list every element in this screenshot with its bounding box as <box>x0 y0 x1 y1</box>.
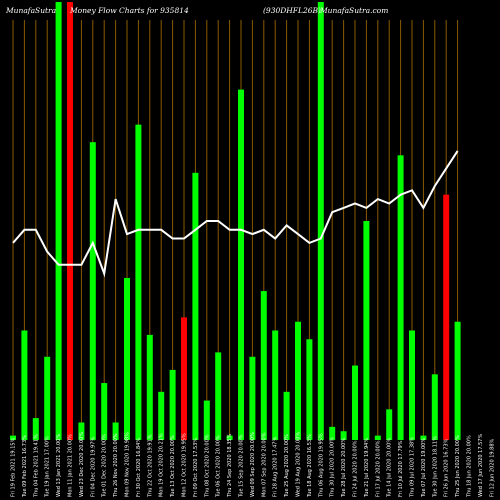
bars <box>10 2 461 441</box>
x-tick-label: Tue 19 Jan 2021 17.00% <box>45 436 51 498</box>
bar-1 <box>10 435 16 440</box>
x-tick-label: Thu 09 Jul 2020 17.38% <box>410 437 416 498</box>
bar-27 <box>306 339 313 440</box>
bar-14 <box>158 391 165 440</box>
x-tick-label: Wed 23 Dec 2020 20.00% <box>79 432 85 497</box>
bar-24 <box>272 330 279 440</box>
x-tick-label: Fri 24 Jul 2020 20.00% <box>353 440 359 497</box>
x-tick-label: Tue 09 Feb 2021 16.73% <box>22 435 28 498</box>
symbol-label: (930DHFL26B) <box>263 6 321 15</box>
bar-10 <box>112 422 119 440</box>
bar-31 <box>352 365 358 440</box>
bar-20 <box>226 435 233 440</box>
x-tick-label: Thu 04 Feb 2021 19.41% <box>33 434 39 498</box>
bar-28 <box>317 2 324 440</box>
x-tick-label: Tue 30 Jun 2020 18.11% <box>432 436 438 498</box>
bar-2 <box>21 330 28 440</box>
x-tick-label: Tue 14 Jul 2020 20.00% <box>387 438 393 498</box>
bar-39 <box>443 194 450 440</box>
x-tick-label: Tue 21 Jul 2020 19.94% <box>364 438 370 498</box>
bar-8 <box>89 142 96 440</box>
chart-title: Money Flow Charts for 935814 <box>69 6 189 15</box>
bar-11 <box>124 277 130 440</box>
bar-19 <box>215 352 222 440</box>
bar-36 <box>409 330 415 440</box>
x-tick-label: Tue 01 Dec 2020 20.00% <box>102 434 108 498</box>
x-tick-label: Tue 18 Aug 2020 16.53% <box>307 434 313 498</box>
x-tick-label: Fri 10 Jul 2020 17.79% <box>398 440 404 497</box>
money-flow-line <box>12 150 459 278</box>
x-tick-label: Thu 30 Jul 2020 20.00% <box>330 437 336 498</box>
x-tick-label: Thu 24 Sep 2020 18.35% <box>227 433 233 498</box>
x-tick-label: Thu 26 Nov 2020 20.00% <box>113 433 119 498</box>
x-tick-label: Thu 22 Oct 2020 19.91% <box>147 434 153 498</box>
x-tick-label: Fri 19 Feb 2021 19.15% <box>11 437 17 497</box>
x-tick-label: Mon 19 Oct 2020 20.21% <box>159 433 165 497</box>
bar-25 <box>283 391 290 440</box>
bar-5 <box>55 2 62 440</box>
bar-23 <box>260 291 267 440</box>
x-tick-label: Mon 12 Oct 2020 19.95% <box>182 433 188 497</box>
bar-26 <box>295 321 301 440</box>
bar-40 <box>454 321 461 440</box>
x-tick-label: Wed 19 Aug 2020 20.00% <box>296 432 302 497</box>
x-tick-label: Fri 09 Oct 2020 17.53% <box>193 438 199 497</box>
x-tick-label: Fri 30 Oct 2020 16.84% <box>136 438 142 497</box>
bar-12 <box>135 124 142 440</box>
bar-4 <box>44 356 51 440</box>
x-tick-label: Thu 25 Jun 2020 20.00% <box>455 435 461 498</box>
bar-37 <box>420 435 427 440</box>
bar-13 <box>146 334 153 440</box>
x-tick-label: Tue 15 Sep 2020 20.00% <box>239 434 245 498</box>
bar-21 <box>238 89 244 440</box>
x-tick-label: Thu 06 Aug 2020 19.95% <box>318 433 324 498</box>
bar-33 <box>374 435 381 440</box>
bar-18 <box>203 400 210 440</box>
bar-29 <box>329 426 336 440</box>
bar-32 <box>363 221 370 440</box>
x-tick-label: Mon 09 Nov 2020 19.98% <box>125 432 131 497</box>
bar-17 <box>192 172 199 440</box>
x-tick-label: Fri 17 Jul 2020 20.00% <box>375 440 381 497</box>
bar-6 <box>67 2 73 440</box>
x-tick-label: Wed 09 Sep 2020 20.00% <box>250 432 256 497</box>
x-tick-label: Fri 28 Aug 2020 17.47% <box>273 437 279 497</box>
x-tick-label: Fri 04 Dec 2020 19.97% <box>90 437 96 497</box>
x-tick-label: Fri 26 Jun 2020 16.73% <box>444 438 450 497</box>
bar-30 <box>340 431 347 440</box>
x-tick-label: Tue 25 Aug 2020 20.00% <box>284 434 290 498</box>
x-tick-label: Thu 08 Oct 2020 20.00% <box>204 434 210 498</box>
bar-34 <box>386 409 393 440</box>
x-tick-label: Wed 13 Jan 2021 20.00% <box>56 434 62 497</box>
brand-left: MunafaSutra <box>5 6 56 15</box>
bar-35 <box>397 155 404 441</box>
bar-22 <box>249 356 256 440</box>
x-tick-label: Tue 06 Oct 2020 20.00% <box>216 435 222 498</box>
x-tick-label: Mon 07 Sep 2020 20.00% <box>261 432 267 497</box>
x-tick-label: Tue 13 Oct 2020 20.00% <box>170 435 176 498</box>
bar-9 <box>101 383 108 440</box>
x-tick-label: Wed 17 Jun 2020 17.57% <box>478 434 484 497</box>
x-axis-labels: Fri 19 Feb 2021 19.15% Tue 09 Feb 2021 16… <box>11 432 496 498</box>
bar-7 <box>78 422 85 440</box>
bar-16 <box>181 317 187 440</box>
x-tick-label: Fri 12 Jun 2020 19.88% <box>489 438 495 497</box>
brand-right: MunafaSutra.com <box>319 6 388 15</box>
x-tick-label: Thu 18 Jun 2020 20.00% <box>467 435 473 498</box>
x-tick-label: Tue 28 Jul 2020 20.00% <box>341 438 347 498</box>
bar-38 <box>431 374 438 440</box>
bar-3 <box>32 418 39 440</box>
x-tick-label: Tue 07 Jul 2020 19.00% <box>421 438 427 498</box>
bar-15 <box>169 369 176 440</box>
x-tick-label: Mon 11 Jan 2021 20.00% <box>68 434 74 497</box>
